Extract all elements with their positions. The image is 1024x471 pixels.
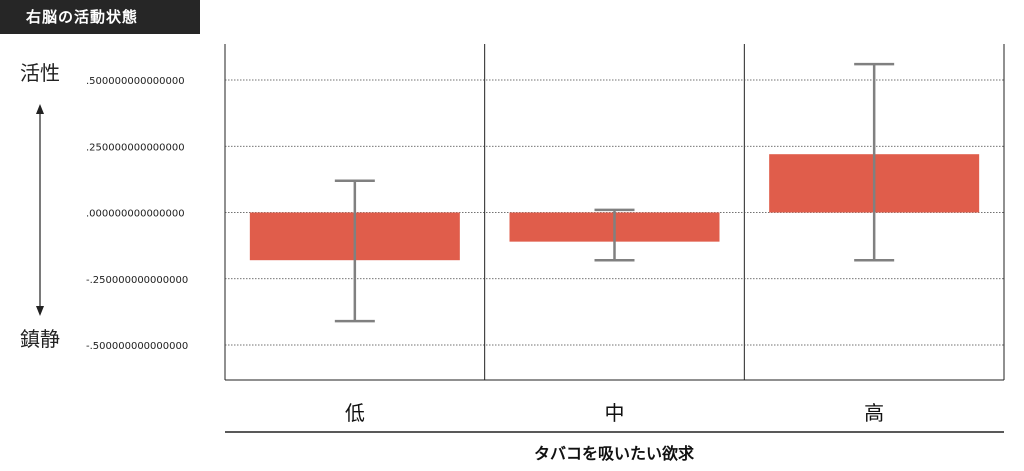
category-labels: 低中高 xyxy=(345,401,884,425)
error-bars xyxy=(334,62,895,323)
category-label: 高 xyxy=(864,401,884,425)
y-tick-label: .500000000000000 xyxy=(86,76,185,87)
error-bar xyxy=(594,208,635,262)
y-tick-label: .000000000000000 xyxy=(86,209,185,220)
side-label-top: 活性 xyxy=(20,61,60,85)
x-axis-label: タバコを吸いたい欲求 xyxy=(534,444,695,463)
y-tick-label: -.500000000000000 xyxy=(86,341,188,352)
vertical-arrow xyxy=(36,104,44,316)
y-tick-label: .250000000000000 xyxy=(86,142,185,153)
plot-frame xyxy=(224,44,1005,381)
y-tick-labels: .500000000000000 .250000000000000 .0000000… xyxy=(86,76,188,352)
y-tick-label: -.250000000000000 xyxy=(86,275,188,286)
side-label-bottom: 鎮静 xyxy=(20,327,60,351)
chart-title-badge: 右脳の活動状態 xyxy=(0,0,200,34)
error-bar xyxy=(334,179,375,323)
category-label: 中 xyxy=(605,401,625,425)
error-bar xyxy=(854,62,895,262)
category-label: 低 xyxy=(345,401,365,425)
